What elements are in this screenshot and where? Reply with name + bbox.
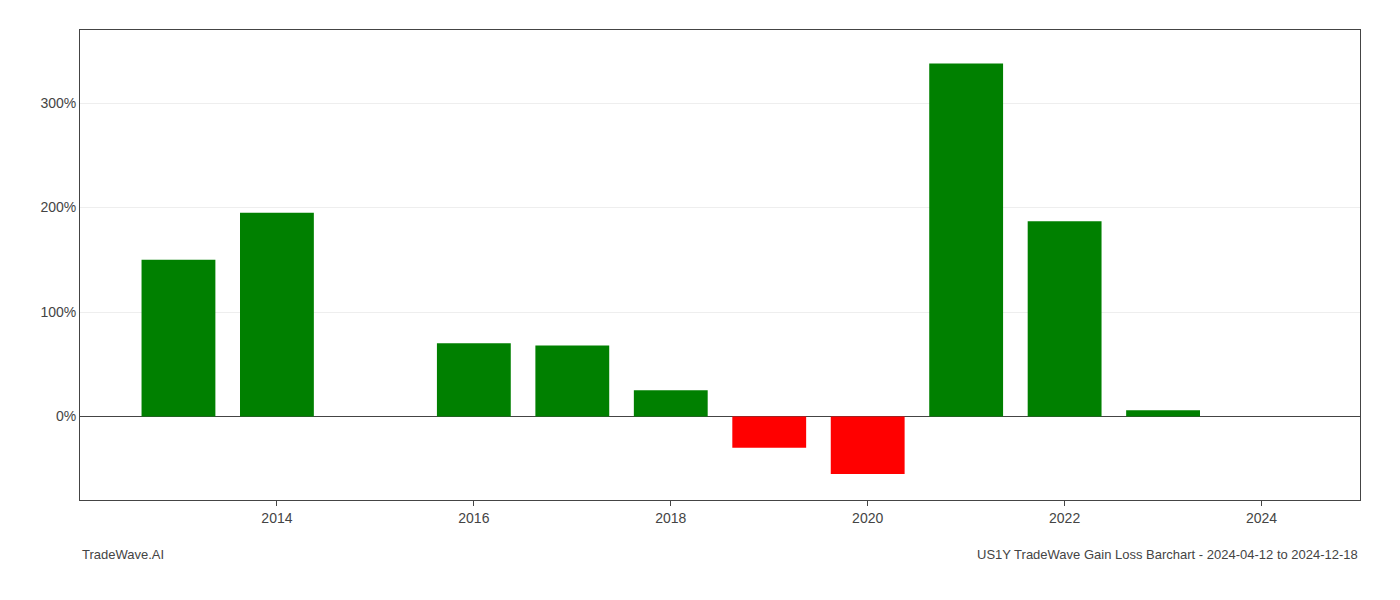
svg-text:2022: 2022 <box>1049 510 1080 526</box>
svg-text:2024: 2024 <box>1246 510 1277 526</box>
svg-text:US1Y TradeWave Gain Loss Barch: US1Y TradeWave Gain Loss Barchart - 2024… <box>977 547 1358 562</box>
svg-text:2020: 2020 <box>852 510 883 526</box>
svg-text:300%: 300% <box>40 95 76 111</box>
svg-text:2014: 2014 <box>261 510 292 526</box>
svg-text:2018: 2018 <box>655 510 686 526</box>
svg-text:200%: 200% <box>40 199 76 215</box>
svg-text:0%: 0% <box>56 408 76 424</box>
svg-text:TradeWave.AI: TradeWave.AI <box>82 547 164 562</box>
svg-text:100%: 100% <box>40 304 76 320</box>
svg-text:2016: 2016 <box>458 510 489 526</box>
